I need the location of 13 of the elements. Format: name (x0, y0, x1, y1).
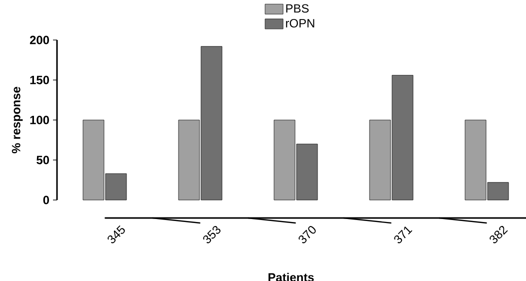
y-tick-label: 150 (30, 76, 49, 84)
y-tick-label: 50 (36, 156, 49, 164)
legend-label: rOPN (286, 19, 314, 28)
x-tick-label: 371 (394, 226, 412, 244)
y-tick-label: 100 (30, 116, 49, 124)
y-axis-title: % response (12, 86, 23, 154)
x-tick-label: 382 (490, 226, 508, 244)
y-tick-label: 0 (43, 196, 49, 204)
y-tick-label: 200 (30, 36, 49, 44)
x-tick-label: 370 (298, 226, 316, 244)
legend-label: PBS (286, 4, 309, 13)
x-tick-label: 353 (203, 226, 220, 244)
x-tick-label: 345 (108, 225, 125, 244)
